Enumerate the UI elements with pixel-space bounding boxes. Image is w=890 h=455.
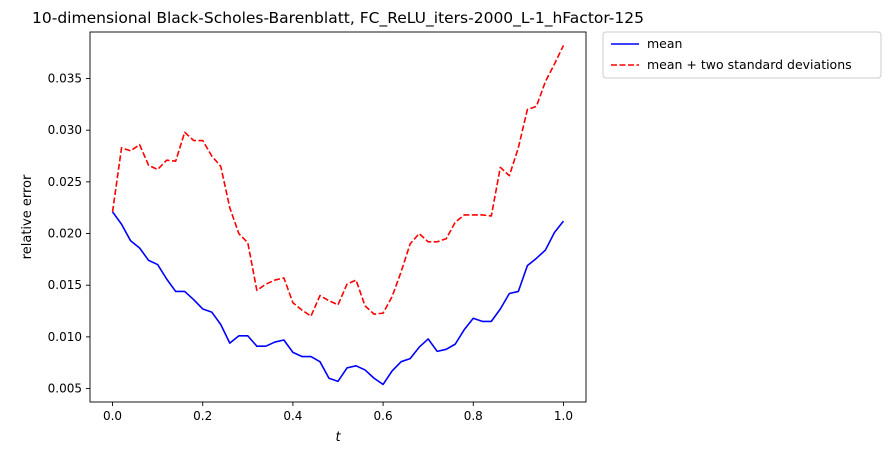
x-axis-label: t: [335, 430, 341, 445]
x-tick-label: 0.8: [464, 409, 483, 423]
y-axis: 0.005 0.010 0.015 0.020 0.025 0.030 0.035: [48, 72, 90, 396]
x-tick-label: 0.4: [283, 409, 302, 423]
y-tick-label: 0.005: [48, 382, 82, 396]
series-line-mean: [111, 211, 565, 386]
chart-title: 10-dimensional Black-Scholes-Barenblatt,…: [32, 9, 644, 28]
y-axis-label: relative error: [20, 174, 35, 259]
legend-box: [602, 31, 882, 79]
series-line-mean-plus-two-sd: [111, 45, 565, 318]
y-tick-label: 0.010: [48, 330, 82, 344]
plot-area: [89, 31, 587, 403]
x-tick-label: 1.0: [554, 409, 573, 423]
y-tick-label: 0.030: [48, 123, 82, 137]
plot-frame: [89, 31, 587, 403]
x-tick-label: 0.6: [374, 409, 393, 423]
legend-label: mean: [647, 36, 682, 51]
y-tick-label: 0.020: [48, 227, 82, 241]
x-tick-label: 0.2: [193, 409, 212, 423]
y-tick-label: 0.015: [48, 278, 82, 292]
x-axis: 0.0 0.2 0.4 0.6 0.8 1.0: [103, 402, 573, 423]
legend: mean mean + two standard deviations: [602, 31, 882, 79]
x-tick-label: 0.0: [103, 409, 122, 423]
y-tick-label: 0.025: [48, 175, 82, 189]
y-tick-label: 0.035: [48, 72, 82, 86]
legend-label: mean + two standard deviations: [647, 57, 852, 72]
